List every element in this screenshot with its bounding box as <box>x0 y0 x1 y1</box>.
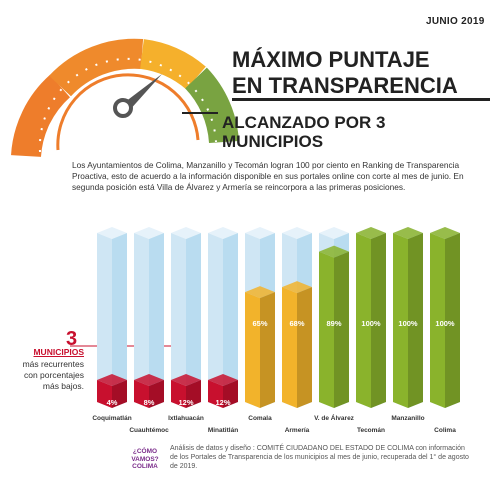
bar-right-face <box>408 233 423 408</box>
bar-value-label: 4% <box>107 398 118 407</box>
logo-line-1: ¿CÓMO <box>132 448 158 455</box>
bar-left-face <box>171 380 186 408</box>
date-label: JUNIO 2019 <box>426 16 485 27</box>
title-line-2: EN TRANSPARENCIA <box>232 73 458 98</box>
logo-line-3: COLIMA <box>132 463 158 470</box>
bar-right-face <box>149 380 164 408</box>
bar-right-face <box>260 292 275 408</box>
bar-background-right <box>223 233 238 408</box>
legend-line-1: más recurrentes <box>22 359 84 369</box>
bar-background-left <box>208 233 223 408</box>
bar-background-left <box>97 233 112 408</box>
bar-value-label: 100% <box>361 319 381 328</box>
bar-right-face <box>445 233 460 408</box>
category-label: Comala <box>248 415 272 422</box>
subtitle-line-1: ALCANZADO POR 3 <box>222 113 386 132</box>
bar-value-label: 89% <box>326 319 341 328</box>
bar-background-right <box>149 233 164 408</box>
title-underline <box>232 98 490 101</box>
category-label: Cuauhtémoc <box>129 427 169 434</box>
bar-right-face <box>371 233 386 408</box>
bar-background-left <box>134 233 149 408</box>
gauge-icon <box>11 38 239 158</box>
bar-value-label: 12% <box>215 398 230 407</box>
gauge-orange-segment <box>11 74 71 158</box>
category-label: Coquimatlán <box>92 415 131 422</box>
bar-left-face <box>393 233 408 408</box>
legend-line-3: más bajos. <box>42 381 84 391</box>
category-label: Manzanillo <box>391 415 424 422</box>
bar-left-face <box>319 251 334 408</box>
bar-right-face <box>223 380 238 408</box>
bar-chart: 4% Coquimatlán 8% Cuauhtémoc 12% Ixtlahuacán 1… <box>70 227 460 434</box>
credit-text: Análisis de datos y diseño : COMITÉ CIUD… <box>170 445 469 470</box>
legend-number: 3 <box>66 328 78 350</box>
bar-right-face <box>297 287 312 408</box>
bar-background-left <box>171 233 186 408</box>
bar-value-label: 68% <box>289 319 304 328</box>
bar-left-face <box>430 233 445 408</box>
bar-left-face <box>282 287 297 408</box>
bar-background-right <box>186 233 201 408</box>
bar-value-label: 8% <box>144 398 155 407</box>
bar-right-face <box>334 251 349 408</box>
category-label: Minatitlán <box>208 427 238 434</box>
bar-left-face <box>356 233 371 408</box>
category-label: Colima <box>434 427 456 434</box>
gauge-yellow-segment <box>139 39 206 90</box>
category-label: Ixtlahuacán <box>168 415 204 422</box>
intro-paragraph: Los Ayuntamientos de Colima, Manzanillo … <box>72 160 464 192</box>
bar-value-label: 100% <box>435 319 455 328</box>
subtitle-underline <box>182 112 218 114</box>
bar-value-label: 12% <box>178 398 193 407</box>
gauge-hub <box>113 98 133 118</box>
gauge-inner-arc <box>56 73 200 151</box>
gauge-green-segment <box>184 67 239 144</box>
category-label: Tecomán <box>357 427 385 434</box>
bar-left-face <box>134 380 149 408</box>
legend-line-2: con porcentajes <box>23 370 84 380</box>
bar-background-right <box>112 233 127 408</box>
bar-left-face <box>245 292 260 408</box>
bar-value-label: 100% <box>398 319 418 328</box>
bar-left-face <box>97 380 112 408</box>
bar-value-label: 65% <box>252 319 267 328</box>
subtitle-line-2: MUNICIPIOS <box>222 132 324 151</box>
legend-label: MUNICIPIOS <box>33 347 84 357</box>
bar-right-face <box>186 380 201 408</box>
title-line-1: MÁXIMO PUNTAJE <box>232 47 430 72</box>
category-label: V. de Álvarez <box>314 413 355 422</box>
category-label: Armería <box>285 427 310 434</box>
bar-left-face <box>208 380 223 408</box>
logo-line-2: VAMOS? <box>131 455 159 463</box>
logo: ¿CÓMO VAMOS? COLIMA <box>128 448 162 471</box>
bar-right-face <box>112 380 127 408</box>
gauge-orange-segment-2 <box>49 38 144 97</box>
